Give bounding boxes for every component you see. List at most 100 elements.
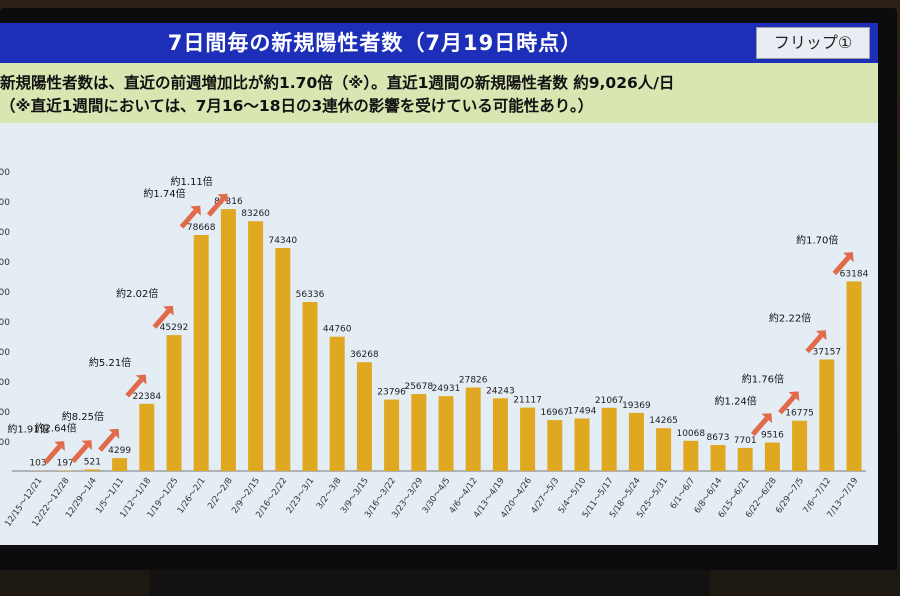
bar-value-label: 16967 xyxy=(540,408,569,418)
subtitle-line-2: （※直近1週間においては、7月16〜18日の3連休の影響を受けている可能性あり。… xyxy=(0,97,594,115)
growth-arrow-shaft xyxy=(152,309,171,329)
growth-arrow-shaft xyxy=(750,416,769,437)
bar xyxy=(710,445,726,471)
growth-ratio-label: 約1.70倍 xyxy=(796,233,838,246)
bar-value-label: 36268 xyxy=(350,350,379,360)
bar xyxy=(628,412,644,471)
bar xyxy=(220,209,236,471)
tv-stand xyxy=(150,570,710,596)
bar-value-label: 74340 xyxy=(268,236,297,246)
bar-value-label: 16775 xyxy=(785,409,814,419)
bar-value-label: 44760 xyxy=(323,325,352,335)
tv-bezel-bottom xyxy=(0,545,897,570)
bar xyxy=(112,458,128,471)
bar-value-label: 4299 xyxy=(108,446,131,456)
bar xyxy=(547,420,563,471)
y-tick-label: 000 xyxy=(0,318,10,328)
growth-arrow-shaft xyxy=(70,443,89,464)
growth-arrow-shaft xyxy=(778,395,796,415)
bar-value-label: 21067 xyxy=(595,396,624,406)
y-tick-label: 000 xyxy=(0,288,10,298)
growth-ratio-label: 約1.24倍 xyxy=(715,395,757,408)
bar xyxy=(411,394,427,471)
bar xyxy=(520,407,536,471)
y-tick-label: 000 xyxy=(0,378,10,388)
growth-arrow-head xyxy=(815,330,827,341)
bar xyxy=(438,396,454,471)
y-tick-label: 000 xyxy=(0,258,10,268)
y-tick-label: 000 xyxy=(0,408,10,418)
y-tick-label: 000 xyxy=(0,198,10,208)
bar xyxy=(492,398,508,471)
subtitle-band: 新規陽性者数は、直近の前週増加比が約1.70倍（※）。直近1週間の新規陽性者数 … xyxy=(0,63,878,123)
y-tick-label: 000 xyxy=(0,348,10,358)
bar-value-label: 27826 xyxy=(459,376,488,386)
bar-value-label: 9516 xyxy=(761,431,784,441)
growth-ratio-label: 約1.11倍 xyxy=(171,175,213,188)
growth-arrow-head xyxy=(135,374,147,385)
bar-value-label: 24931 xyxy=(432,384,461,394)
bar-value-label: 17494 xyxy=(568,407,597,417)
bar xyxy=(329,336,345,471)
bar-value-label: 521 xyxy=(84,457,101,467)
bar-value-label: 87316 xyxy=(214,197,243,207)
title-bar: 7日間毎の新規陽性者数（7月19日時点） フリップ① xyxy=(0,23,878,63)
growth-arrow-head xyxy=(163,305,174,316)
bar xyxy=(764,442,780,471)
growth-ratio-label: 約2.64倍 xyxy=(35,421,77,434)
growth-ratio-label: 約1.91倍 xyxy=(7,422,49,435)
growth-ratio-label: 約1.74倍 xyxy=(143,187,185,200)
bar xyxy=(384,399,400,471)
bar xyxy=(846,281,862,471)
bar-value-label: 63184 xyxy=(840,269,869,279)
bar-value-label: 7701 xyxy=(734,436,757,446)
growth-ratio-label: 約5.21倍 xyxy=(89,356,131,369)
bar-value-label: 37157 xyxy=(812,348,841,358)
bar-value-label: 14265 xyxy=(649,416,678,426)
plot-area xyxy=(0,123,878,545)
bar xyxy=(819,359,835,471)
growth-ratio-label: 約1.76倍 xyxy=(742,373,784,386)
bar xyxy=(601,407,617,471)
screen: 7日間毎の新規陽性者数（7月19日時点） フリップ① 新規陽性者数は、直近の前週… xyxy=(0,23,878,545)
bar-value-label: 21117 xyxy=(513,396,542,406)
growth-arrow-shaft xyxy=(43,444,62,465)
growth-arrow-shaft xyxy=(832,255,851,276)
bar xyxy=(275,248,291,471)
growth-arrow-head xyxy=(788,391,800,402)
y-tick-label: 000 xyxy=(0,438,10,448)
growth-arrow-head xyxy=(108,428,120,439)
bar xyxy=(465,387,481,471)
bar-value-label: 8673 xyxy=(707,433,730,443)
bar xyxy=(302,302,318,471)
bar xyxy=(57,470,73,471)
bar xyxy=(574,418,590,471)
growth-arrow-head xyxy=(54,441,65,451)
bar-value-label: 197 xyxy=(57,458,74,468)
growth-arrow-shaft xyxy=(805,333,824,354)
growth-arrow-head xyxy=(761,413,773,424)
bar-value-label: 25678 xyxy=(404,382,433,392)
bar-value-label: 22384 xyxy=(132,392,161,402)
growth-arrow-shaft xyxy=(179,209,198,229)
growth-ratio-label: 約8.25倍 xyxy=(62,410,104,423)
y-tick-label: 000 xyxy=(0,168,10,178)
growth-ratio-label: 約2.02倍 xyxy=(116,287,158,300)
flip-badge: フリップ① xyxy=(756,27,870,59)
bar-value-label: 103 xyxy=(29,459,46,469)
growth-arrow-shaft xyxy=(98,432,116,452)
bar xyxy=(356,362,372,471)
subtitle-line-1: 新規陽性者数は、直近の前週増加比が約1.70倍（※）。直近1週間の新規陽性者数 … xyxy=(0,74,675,92)
bar xyxy=(248,221,264,471)
bar xyxy=(84,469,100,471)
bar-value-label: 56336 xyxy=(296,290,325,300)
bar xyxy=(656,428,672,471)
y-tick-label: 000 xyxy=(0,228,10,238)
growth-arrow-head xyxy=(843,252,854,263)
bar-chart: 00000000000000000000000000000010312/15〜1… xyxy=(0,123,878,545)
bar xyxy=(737,447,753,471)
growth-arrow-head xyxy=(81,440,93,450)
bar-value-label: 19369 xyxy=(622,401,651,411)
bar xyxy=(166,335,182,471)
bar-value-label: 24243 xyxy=(486,386,515,396)
